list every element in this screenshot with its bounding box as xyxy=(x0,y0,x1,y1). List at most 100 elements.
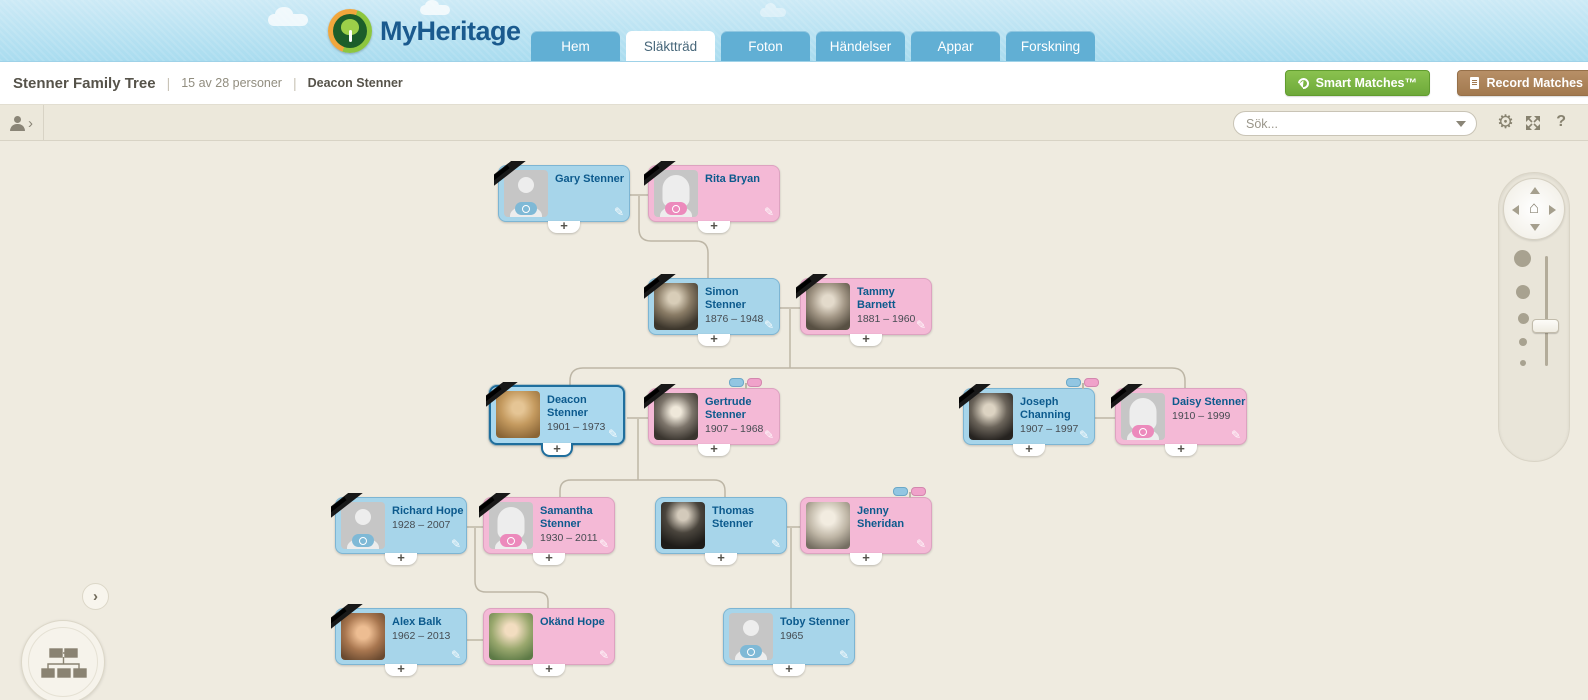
person-name: Joseph Channing xyxy=(1020,396,1071,421)
camera-icon[interactable] xyxy=(515,202,537,215)
zoom-slider-track[interactable] xyxy=(1545,256,1548,366)
person-card-samantha-stenner[interactable]: Samantha Stenner 1930 – 2011 ✎ + xyxy=(483,497,615,565)
fullscreen-icon[interactable] xyxy=(1524,114,1542,137)
male-family-chip[interactable] xyxy=(1066,378,1081,387)
person-card-deacon-stenner[interactable]: Deacon Stenner 1901 – 1973 ✎ + xyxy=(489,385,625,457)
pan-down-arrow-icon[interactable] xyxy=(1530,224,1540,231)
person-card-thomas-stenner[interactable]: Thomas Stenner ✎ + xyxy=(655,497,787,565)
minimap-button[interactable]: › xyxy=(21,583,109,700)
zoom-slider-handle[interactable] xyxy=(1532,319,1559,333)
edit-pencil-icon[interactable]: ✎ xyxy=(770,537,781,551)
female-family-chip[interactable] xyxy=(747,378,762,387)
silhouette-head xyxy=(1135,400,1151,416)
edit-pencil-icon[interactable]: ✎ xyxy=(915,318,926,332)
search-input[interactable] xyxy=(1233,111,1477,136)
refresh-icon xyxy=(1295,75,1311,91)
male-family-chip[interactable] xyxy=(729,378,744,387)
person-card-alex-balk[interactable]: Alex Balk 1962 – 2013 ✎ + xyxy=(335,608,467,676)
person-card-tammy-barnett[interactable]: Tammy Barnett 1881 – 1960 ✎ + xyxy=(800,278,932,346)
add-relative-button[interactable]: + xyxy=(773,662,805,676)
myheritage-logo[interactable]: MyHeritage xyxy=(328,9,521,53)
person-name: Toby Stenner xyxy=(780,616,850,628)
tree-canvas[interactable]: ⌂ › Gary Stenner ✎ + Rita Bryan ✎ + Simon Sten… xyxy=(0,141,1588,700)
person-card-daisy-stenner[interactable]: Daisy Stenner 1910 – 1999 ✎ + xyxy=(1115,388,1247,456)
edit-pencil-icon[interactable]: ✎ xyxy=(763,428,774,442)
person-card-toby-stenner[interactable]: Toby Stenner 1965 ✎ + xyxy=(723,608,855,676)
add-relative-button[interactable]: + xyxy=(850,332,882,346)
add-relative-button[interactable]: + xyxy=(533,662,565,676)
add-relative-button[interactable]: + xyxy=(705,551,737,565)
add-relative-button[interactable]: + xyxy=(698,442,730,456)
camera-icon[interactable] xyxy=(500,534,522,547)
person-info: Okänd Hope xyxy=(540,609,605,664)
help-icon[interactable]: ? xyxy=(1556,113,1566,130)
edit-pencil-icon[interactable]: ✎ xyxy=(607,427,618,441)
edit-pencil-icon[interactable]: ✎ xyxy=(915,537,926,551)
edit-pencil-icon[interactable]: ✎ xyxy=(763,318,774,332)
tab-hem[interactable]: Hem xyxy=(531,31,620,61)
zoom-level-dot[interactable] xyxy=(1520,360,1526,366)
zoom-level-dot[interactable] xyxy=(1516,285,1530,299)
camera-icon[interactable] xyxy=(665,202,687,215)
add-relative-button[interactable]: + xyxy=(1013,442,1045,456)
tab-foton[interactable]: Foton xyxy=(721,31,810,61)
female-family-chip[interactable] xyxy=(1084,378,1099,387)
edit-pencil-icon[interactable]: ✎ xyxy=(450,537,461,551)
settings-gear-icon[interactable]: ⚙ xyxy=(1496,112,1514,133)
home-icon[interactable]: ⌂ xyxy=(1528,198,1540,218)
tab-forskning[interactable]: Forskning xyxy=(1006,31,1095,61)
person-photo xyxy=(969,393,1013,440)
person-card-rita-bryan[interactable]: Rita Bryan ✎ + xyxy=(648,165,780,233)
zoom-level-dot[interactable] xyxy=(1518,313,1529,324)
minimap-expand-chevron[interactable]: › xyxy=(82,583,109,610)
person-card-gary-stenner[interactable]: Gary Stenner ✎ + xyxy=(498,165,630,233)
add-relative-button[interactable]: + xyxy=(385,551,417,565)
add-relative-button[interactable]: + xyxy=(698,332,730,346)
male-family-chip[interactable] xyxy=(893,487,908,496)
person-card-simon-stenner[interactable]: Simon Stenner 1876 – 1948 ✎ + xyxy=(648,278,780,346)
add-relative-button[interactable]: + xyxy=(1165,442,1197,456)
silhouette-head xyxy=(355,509,371,525)
zoom-level-dot[interactable] xyxy=(1519,338,1527,346)
zoom-level-dot[interactable] xyxy=(1514,250,1531,267)
person-card-joseph-channing[interactable]: Joseph Channing 1907 – 1997 ✎ + xyxy=(963,388,1095,456)
female-family-chip[interactable] xyxy=(911,487,926,496)
camera-icon[interactable] xyxy=(1132,425,1154,438)
edit-pencil-icon[interactable]: ✎ xyxy=(613,205,624,219)
edit-pencil-icon[interactable]: ✎ xyxy=(1078,428,1089,442)
edit-pencil-icon[interactable]: ✎ xyxy=(763,205,774,219)
pan-up-arrow-icon[interactable] xyxy=(1530,187,1540,194)
edit-pencil-icon[interactable]: ✎ xyxy=(598,648,609,662)
camera-icon[interactable] xyxy=(740,645,762,658)
camera-icon[interactable] xyxy=(352,534,374,547)
person-card-richard-hope[interactable]: Richard Hope 1928 – 2007 ✎ + xyxy=(335,497,467,565)
add-relative-button[interactable]: + xyxy=(533,551,565,565)
search-box xyxy=(1233,111,1477,136)
edit-pencil-icon[interactable]: ✎ xyxy=(598,537,609,551)
org-chart-icon xyxy=(41,648,87,678)
smart-matches-button[interactable]: Smart Matches™ xyxy=(1284,70,1430,96)
record-matches-button[interactable]: Record Matches xyxy=(1457,70,1588,96)
add-relative-button[interactable]: + xyxy=(385,662,417,676)
person-card-gertrude-stenner[interactable]: Gertrude Stenner 1907 – 1968 ✎ + xyxy=(648,388,780,456)
tab-appar[interactable]: Appar xyxy=(911,31,1000,61)
edit-pencil-icon[interactable]: ✎ xyxy=(838,648,849,662)
pan-right-arrow-icon[interactable] xyxy=(1549,205,1556,215)
add-relative-button[interactable]: + xyxy=(541,442,573,457)
pan-left-arrow-icon[interactable] xyxy=(1512,205,1519,215)
logo-text: MyHeritage xyxy=(380,15,521,46)
tab-h-ndelser[interactable]: Händelser xyxy=(816,31,905,61)
person-name: Gertrude Stenner xyxy=(705,396,752,421)
add-relative-button[interactable]: + xyxy=(548,219,580,233)
add-relative-button[interactable]: + xyxy=(850,551,882,565)
tree-title: Stenner Family Tree xyxy=(13,74,156,92)
edit-pencil-icon[interactable]: ✎ xyxy=(450,648,461,662)
search-dropdown-arrow-icon[interactable] xyxy=(1456,121,1466,127)
photo-placeholder xyxy=(729,613,773,660)
edit-pencil-icon[interactable]: ✎ xyxy=(1230,428,1241,442)
person-panel-toggle[interactable]: › xyxy=(0,105,44,141)
tab-sl-kttr-d[interactable]: Släktträd xyxy=(626,31,715,61)
person-card-ok-nd-hope[interactable]: Okänd Hope ✎ + xyxy=(483,608,615,676)
person-card-jenny-sheridan[interactable]: Jenny Sheridan ✎ + xyxy=(800,497,932,565)
add-relative-button[interactable]: + xyxy=(698,219,730,233)
